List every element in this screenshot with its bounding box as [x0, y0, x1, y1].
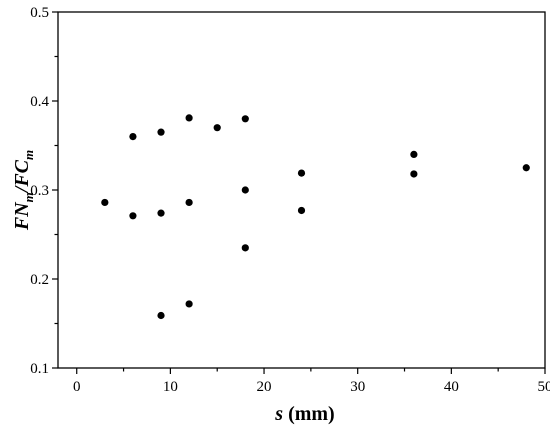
x-tick-label: 0 [73, 379, 81, 395]
y-tick-label: 0.1 [30, 361, 49, 377]
y-axis-numerator-subscript: m [21, 192, 36, 202]
data-point [129, 212, 137, 220]
axes [57, 11, 546, 369]
y-tick-label: 0.4 [30, 94, 49, 110]
x-tick-label: 10 [163, 379, 178, 395]
data-point [129, 133, 137, 141]
x-axis-unit: (mm) [283, 403, 335, 425]
y-axis-denominator-subscript: m [21, 150, 36, 160]
data-point [157, 311, 165, 320]
data-point [297, 206, 306, 215]
data-point [410, 150, 418, 158]
plot-frame [57, 11, 546, 369]
data-point [241, 115, 249, 123]
y-tick-label: 0.3 [30, 183, 49, 199]
y-axis-slash: / [11, 184, 33, 194]
x-axis-variable: s [274, 403, 283, 425]
data-point [157, 128, 165, 136]
x-axis-title: s (mm) [274, 403, 334, 425]
data-point [185, 198, 193, 207]
ticks: 0 10 20 30 40 50 0.1 0.2 0.3 0.4 0.5 [30, 5, 550, 395]
data-points [101, 114, 530, 320]
y-tick-label: 0.5 [30, 5, 49, 21]
x-tick-label: 30 [350, 379, 365, 395]
data-point [410, 170, 418, 178]
y-tick-label: 0.2 [30, 272, 49, 288]
data-point [185, 300, 193, 308]
data-point [241, 186, 249, 194]
x-tick-label: 50 [538, 379, 550, 395]
y-axis-title: FNm/FCm [11, 150, 36, 231]
data-point [522, 164, 530, 172]
x-tick-label: 40 [444, 379, 459, 395]
data-point [241, 244, 249, 252]
data-point [101, 198, 109, 207]
data-point [213, 124, 221, 132]
data-point [157, 209, 165, 217]
data-point [185, 114, 193, 122]
data-point [297, 169, 306, 177]
y-axis-numerator: FN [11, 201, 33, 231]
y-axis-denominator: FC [11, 159, 33, 187]
x-tick-label: 20 [257, 379, 272, 395]
